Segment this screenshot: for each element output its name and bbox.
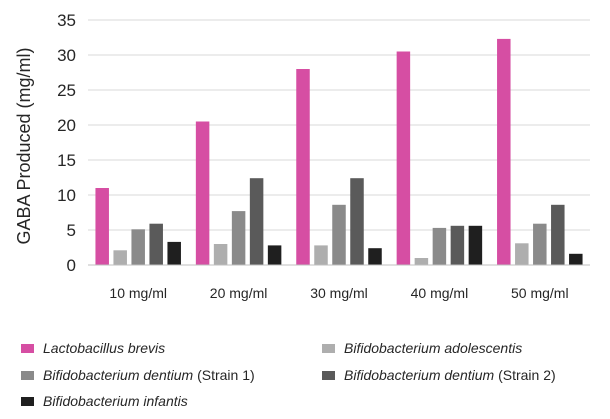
legend-species-label: Bifidobacterium dentium [344, 367, 495, 383]
y-axis-label: GABA Produced (mg/ml) [14, 47, 34, 244]
bar [515, 243, 529, 265]
legend-item: Bifidobacterium infantis [21, 393, 188, 409]
bar [131, 229, 145, 265]
y-tick-label: 20 [57, 116, 76, 135]
y-tick-label: 0 [67, 256, 76, 275]
legend-species-label: Bifidobacterium dentium [43, 367, 194, 383]
x-tick-label: 20 mg/ml [210, 285, 268, 301]
bar [368, 248, 382, 265]
bar [497, 38, 511, 266]
y-tick-label: 10 [57, 186, 76, 205]
legend-species-label: Bifidobacterium adolescentis [344, 340, 523, 356]
y-tick-label: 5 [67, 221, 76, 240]
bar [95, 188, 109, 265]
bar [249, 178, 264, 265]
bar [533, 223, 547, 265]
bar [195, 121, 210, 265]
bar [551, 204, 565, 265]
bar [450, 225, 465, 265]
bar [414, 258, 429, 265]
bar [432, 227, 447, 265]
y-tick-label: 35 [57, 11, 76, 30]
bar [396, 51, 411, 265]
bar [314, 245, 328, 265]
legend-item: Bifidobacterium dentium (Strain 1) [21, 367, 255, 383]
legend-swatch [21, 396, 34, 406]
bar [267, 245, 282, 265]
legend-strain-label: (Strain 1) [193, 367, 255, 383]
bar [569, 253, 583, 265]
bar [213, 244, 228, 265]
bar [149, 223, 163, 265]
x-tick-label: 40 mg/ml [411, 285, 469, 301]
legend-swatch [21, 343, 34, 353]
legend-swatch [322, 370, 335, 380]
legend-swatch [322, 343, 335, 353]
y-tick-label: 30 [57, 46, 76, 65]
y-tick-label: 25 [57, 81, 76, 100]
bar [231, 211, 246, 265]
bar [167, 241, 181, 265]
bar [350, 178, 364, 265]
x-tick-label: 50 mg/ml [511, 285, 569, 301]
legend-swatch [21, 370, 34, 380]
legend-strain-label: (Strain 2) [494, 367, 556, 383]
bar [296, 69, 310, 265]
bar [468, 225, 483, 265]
legend-item: Bifidobacterium adolescentis [322, 340, 522, 356]
y-tick-label: 15 [57, 151, 76, 170]
legend-item: Bifidobacterium dentium (Strain 2) [322, 367, 556, 383]
x-tick-label: 10 mg/ml [109, 285, 167, 301]
legend-species-label: Bifidobacterium infantis [43, 393, 188, 409]
bar [332, 204, 346, 265]
legend-species-label: Lactobacillus brevis [43, 340, 166, 356]
bar [113, 250, 127, 265]
legend-item: Lactobacillus brevis [21, 340, 165, 356]
x-tick-label: 30 mg/ml [310, 285, 368, 301]
